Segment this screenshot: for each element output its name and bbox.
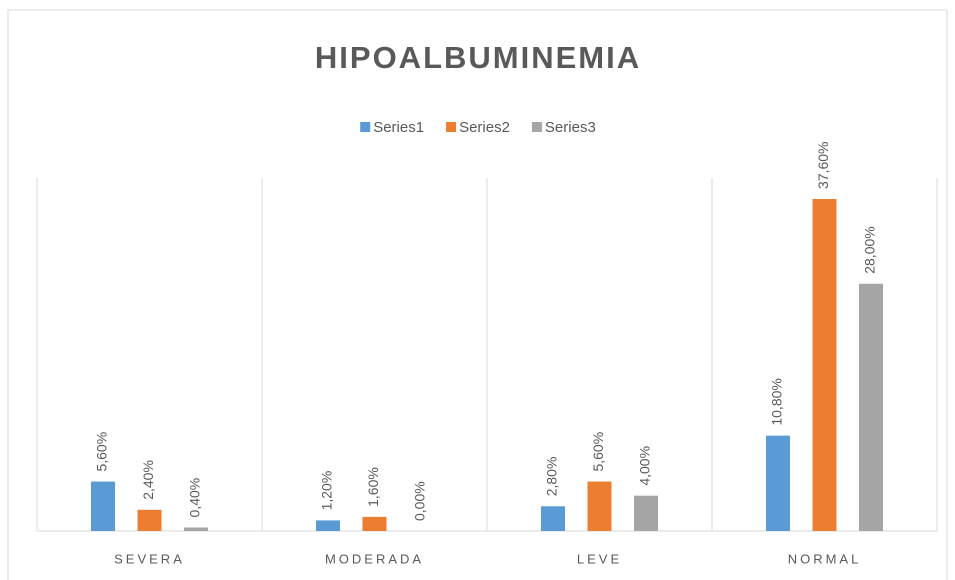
data-label: 1,60% [365,467,381,507]
data-label: 5,60% [94,432,110,472]
x-tick-label: LEVE [577,551,622,566]
data-label: 37,60% [815,142,831,189]
bar [812,199,837,531]
x-tick-label: MODERADA [325,551,424,566]
data-label: 28,00% [862,226,878,273]
bar [541,506,565,531]
bar [184,527,208,531]
chart-frame [7,9,948,580]
data-label: 2,40% [140,460,156,500]
data-label: 1,20% [319,471,335,511]
x-tick-label: NORMAL [788,551,862,566]
data-label: 0,00% [412,481,428,521]
bar [634,495,658,531]
bar [137,509,162,531]
bar [859,283,883,531]
data-label: 0,40% [187,478,203,518]
bar [587,481,612,531]
bar [316,520,340,531]
data-label: 10,80% [769,378,785,425]
x-tick-label: SEVERA [114,551,185,566]
legend-label: Series3 [545,119,596,136]
data-label: 5,60% [590,432,606,472]
legend-swatch [360,122,371,132]
bar [766,435,790,531]
chart-title: HIPOALBUMINEMIA [315,40,641,75]
legend-swatch [446,122,457,132]
bar [91,481,115,531]
legend-label: Series1 [373,119,424,136]
data-label: 2,80% [544,457,560,497]
data-label: 4,00% [637,446,653,486]
legend-label: Series2 [459,119,510,136]
legend-swatch [531,122,542,132]
bar [362,516,387,531]
